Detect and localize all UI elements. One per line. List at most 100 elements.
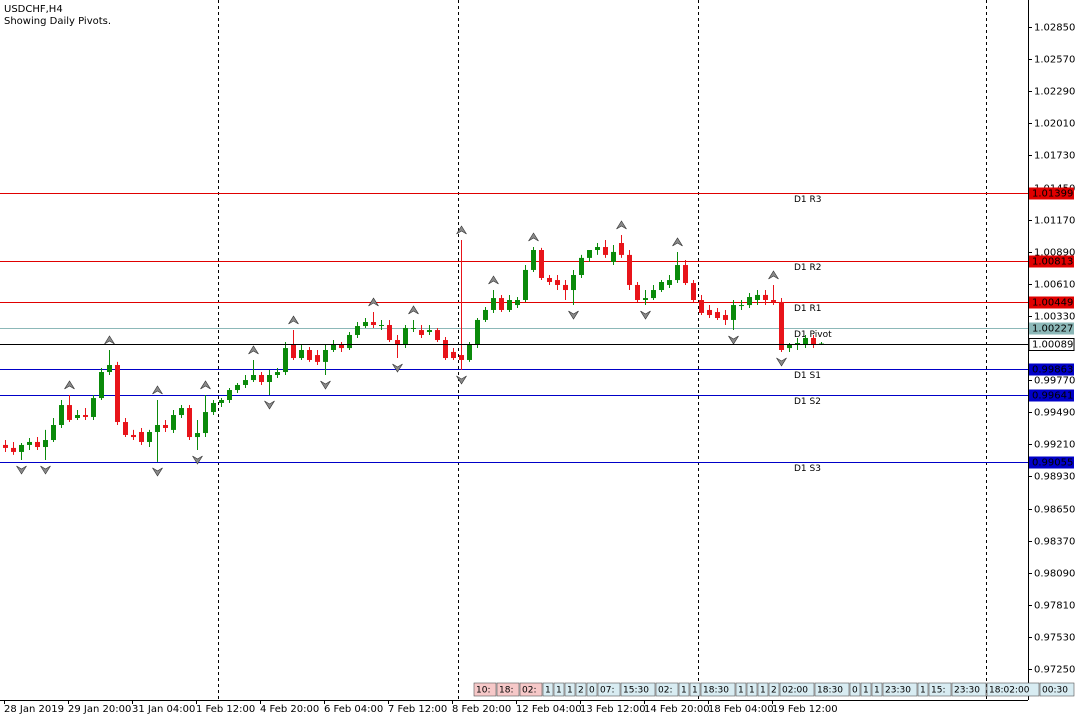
session-box bbox=[917, 682, 929, 697]
x-tick-label: 31 Jan 04:00 bbox=[132, 704, 195, 715]
session-box bbox=[928, 682, 952, 697]
session-label: 1 bbox=[556, 686, 562, 696]
y-tick-label: 1.00610 bbox=[1034, 280, 1075, 291]
fractal-up bbox=[672, 237, 683, 247]
session-box bbox=[564, 682, 576, 697]
session-box bbox=[1039, 682, 1075, 697]
candle-body bbox=[411, 327, 416, 329]
candle-body bbox=[211, 402, 216, 413]
session-label: 1 bbox=[738, 686, 744, 696]
candle-body bbox=[627, 254, 632, 285]
candle-body bbox=[107, 365, 112, 373]
session-label: 07: bbox=[600, 686, 614, 696]
candle-body bbox=[579, 257, 584, 275]
candle-body bbox=[155, 425, 160, 432]
candle-body bbox=[555, 280, 560, 285]
candle-body bbox=[715, 312, 720, 319]
fractal-down bbox=[40, 465, 51, 475]
candle-body bbox=[443, 340, 448, 359]
session-box bbox=[882, 682, 918, 697]
pivot-price-box bbox=[1029, 456, 1074, 469]
x-tick-label: 6 Feb 04:00 bbox=[324, 704, 383, 715]
candle-body bbox=[115, 365, 120, 423]
candle-body bbox=[547, 277, 552, 282]
session-box bbox=[768, 682, 780, 697]
pivot-price-box bbox=[1029, 187, 1074, 200]
fractal-up bbox=[152, 385, 163, 395]
session-box bbox=[779, 682, 815, 697]
session-box bbox=[849, 682, 861, 697]
session-label: 02:00 bbox=[782, 686, 808, 696]
x-tick-label: 14 Feb 20:00 bbox=[644, 704, 710, 715]
session-box bbox=[757, 682, 769, 697]
fractal-down bbox=[152, 467, 163, 477]
y-tick-label: 0.98370 bbox=[1034, 537, 1075, 548]
x-tick-label: 7 Feb 12:00 bbox=[388, 704, 447, 715]
candle-body bbox=[83, 415, 88, 417]
candle-body bbox=[523, 269, 528, 300]
y-tick-label: 0.99490 bbox=[1034, 408, 1075, 419]
candle-body bbox=[787, 344, 792, 349]
last-price-box bbox=[1028, 338, 1075, 351]
session-label: 1 bbox=[863, 686, 869, 696]
candle-body bbox=[739, 305, 744, 307]
session-label: 10: bbox=[476, 686, 490, 696]
candle-body bbox=[403, 327, 408, 345]
pivot-price-box bbox=[1029, 363, 1074, 376]
candle-body bbox=[179, 408, 184, 416]
candle-body bbox=[379, 325, 384, 326]
y-tick-label: 1.01730 bbox=[1034, 151, 1075, 162]
session-label: 15:30 bbox=[623, 686, 649, 696]
fractal-up bbox=[104, 335, 115, 345]
session-box bbox=[519, 682, 543, 697]
candle-body bbox=[699, 300, 704, 313]
candle-body bbox=[51, 425, 56, 441]
candle-body bbox=[91, 398, 96, 417]
x-tick-label: 4 Feb 20:00 bbox=[260, 704, 319, 715]
pivot-price-box bbox=[1029, 322, 1074, 335]
candle-body bbox=[363, 322, 368, 327]
candle-body bbox=[227, 390, 232, 400]
session-box bbox=[553, 682, 565, 697]
session-box bbox=[597, 682, 621, 697]
session-label: 1 bbox=[874, 686, 880, 696]
candle-body bbox=[571, 275, 576, 291]
session-box bbox=[473, 682, 497, 697]
session-label: 0 bbox=[852, 686, 858, 696]
session-box bbox=[814, 682, 850, 697]
candle-body bbox=[659, 281, 664, 291]
y-tick-label: 1.01170 bbox=[1034, 216, 1075, 227]
candle-body bbox=[27, 441, 32, 445]
candle-body bbox=[691, 283, 696, 300]
x-tick-label: 29 Jan 20:00 bbox=[68, 704, 131, 715]
candle-body bbox=[771, 300, 776, 302]
candle-body bbox=[291, 344, 296, 359]
candle-body bbox=[243, 380, 248, 385]
x-tick-label: 8 Feb 20:00 bbox=[452, 704, 511, 715]
candle-body bbox=[323, 350, 328, 362]
session-box bbox=[951, 682, 987, 697]
y-tick-label: 1.02010 bbox=[1034, 119, 1075, 130]
fractal-down bbox=[264, 400, 275, 410]
candle-body bbox=[371, 322, 376, 325]
session-box bbox=[700, 682, 736, 697]
chart-subtitle: Showing Daily Pivots. bbox=[4, 16, 111, 27]
candle-body bbox=[307, 350, 312, 360]
y-tick-label: 0.98090 bbox=[1034, 569, 1075, 580]
session-label: 18:30 bbox=[703, 686, 729, 696]
candle-body bbox=[491, 298, 496, 310]
fractal-up bbox=[288, 315, 299, 325]
session-box bbox=[542, 682, 554, 697]
session-box bbox=[871, 682, 883, 697]
session-label: 18:02:00 bbox=[989, 686, 1030, 696]
fractal-up bbox=[488, 275, 499, 285]
session-box bbox=[678, 682, 690, 697]
y-tick-label: 0.99210 bbox=[1034, 440, 1075, 451]
fractal-up bbox=[64, 380, 75, 390]
candle-body bbox=[779, 301, 784, 350]
session-box bbox=[735, 682, 747, 697]
fractal-down bbox=[568, 310, 579, 320]
candle-body bbox=[283, 348, 288, 373]
candle-body bbox=[763, 294, 768, 300]
x-tick-label: 28 Jan 2019 bbox=[4, 704, 64, 715]
